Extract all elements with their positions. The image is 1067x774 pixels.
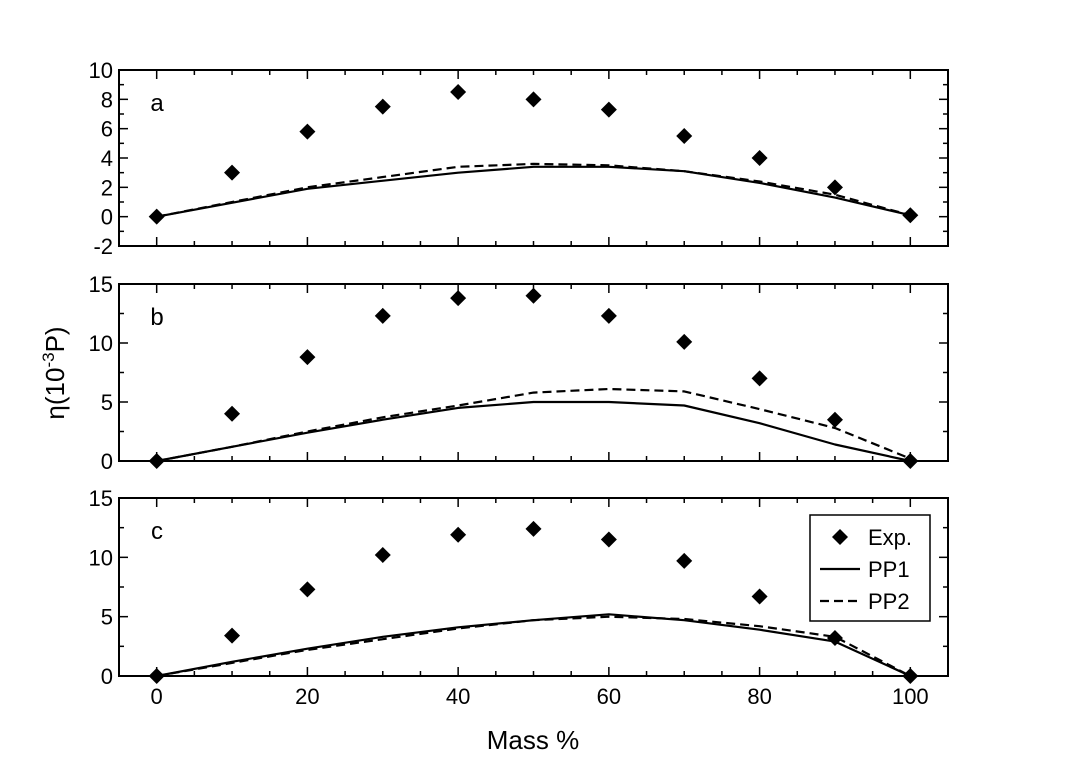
series-pp2-line <box>156 162 911 218</box>
x-tick-label: 40 <box>446 684 470 709</box>
panel-b: 0 5 10 15 b <box>89 272 949 474</box>
data-point <box>902 207 919 224</box>
legend-label: PP1 <box>868 557 910 582</box>
y-axis-title-exponent: -3 <box>39 352 58 367</box>
data-point <box>450 84 467 100</box>
data-point <box>148 208 165 225</box>
y-tick-label: 5 <box>101 390 113 415</box>
data-point <box>374 307 391 324</box>
data-point <box>525 91 542 108</box>
data-point <box>902 668 919 684</box>
data-point <box>224 627 241 644</box>
legend-entry: PP1 <box>820 557 910 582</box>
data-point <box>450 290 467 307</box>
panel-label: a <box>150 90 164 117</box>
y-axis-title-suffix: P) <box>40 326 70 352</box>
y-tick-label: 10 <box>89 58 113 83</box>
series-exp-points <box>148 520 919 684</box>
x-tick-label: 0 <box>151 684 163 709</box>
y-tick-label: 4 <box>101 146 113 171</box>
panel-frame <box>118 283 949 462</box>
legend-label: Exp. <box>868 525 912 550</box>
data-point <box>299 123 316 140</box>
y-tick-label: 8 <box>101 87 113 112</box>
series-pp1-line <box>156 613 911 678</box>
data-point <box>902 453 919 469</box>
y-tick-label: 10 <box>89 331 113 356</box>
x-axis-title: Mass % <box>487 725 579 755</box>
legend-entry: PP2 <box>820 589 910 614</box>
data-point <box>676 552 693 569</box>
y-tick-label: 0 <box>101 205 113 230</box>
panels-group: -2 0 2 4 6 8 10 a 0 5 10 15 b 0 5 10 15 c 0 20 40 60 80 100 <box>89 58 949 709</box>
y-tick-label: 10 <box>89 545 113 570</box>
series-pp2-line <box>156 615 911 678</box>
panel-label: c <box>151 518 163 545</box>
data-point <box>374 546 391 563</box>
data-point <box>148 453 165 469</box>
x-tick-label: 60 <box>597 684 621 709</box>
data-point <box>450 526 467 543</box>
legend-entry: Exp. <box>832 525 912 550</box>
x-tick-label: 80 <box>747 684 771 709</box>
data-point <box>826 411 843 428</box>
data-point <box>525 287 542 304</box>
y-tick-label: 5 <box>101 605 113 630</box>
data-point <box>751 370 768 387</box>
series-pp1-line <box>156 400 911 463</box>
data-point <box>148 668 165 684</box>
panel-a: -2 0 2 4 6 8 10 a <box>89 58 949 259</box>
series-exp-points <box>148 84 919 225</box>
data-point <box>224 164 241 181</box>
legend: Exp. PP1 PP2 <box>809 514 931 622</box>
data-point <box>600 531 617 548</box>
y-tick-label: 0 <box>101 664 113 689</box>
data-point <box>374 98 391 115</box>
data-point <box>299 349 316 366</box>
x-tick-label: 20 <box>295 684 319 709</box>
y-tick-label: 15 <box>89 486 113 511</box>
data-point <box>676 333 693 350</box>
y-tick-label: 6 <box>101 117 113 142</box>
legend-marker <box>832 529 848 545</box>
data-point <box>826 179 843 196</box>
series-exp-points <box>148 287 919 469</box>
data-point <box>299 581 316 598</box>
data-point <box>676 128 693 144</box>
y-tick-label: 2 <box>101 175 113 200</box>
data-point <box>525 520 542 537</box>
data-point <box>600 101 617 118</box>
series-pp2-line <box>156 387 911 463</box>
y-axis-title-prefix: η(10 <box>40 368 70 420</box>
data-point <box>600 307 617 324</box>
y-tick-label: -2 <box>93 234 113 259</box>
y-tick-label: 0 <box>101 449 113 474</box>
data-point <box>751 150 768 166</box>
panel-label: b <box>150 304 163 331</box>
legend-label: PP2 <box>868 589 910 614</box>
data-point <box>224 405 241 422</box>
data-point <box>751 588 768 605</box>
y-axis-title: η(10-3P) <box>39 326 70 419</box>
x-tick-label: 100 <box>892 684 929 709</box>
series-pp1-line <box>156 165 911 218</box>
panel-c: 0 5 10 15 c 0 20 40 60 80 100 <box>89 486 949 709</box>
y-tick-label: 15 <box>89 272 113 297</box>
